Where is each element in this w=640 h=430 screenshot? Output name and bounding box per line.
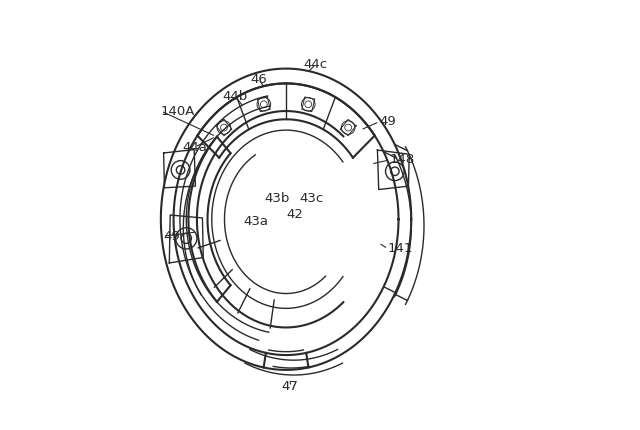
Text: 49: 49 [163, 230, 180, 243]
Text: 141: 141 [388, 243, 413, 255]
Text: 44a: 44a [182, 141, 207, 154]
Text: 43a: 43a [244, 215, 269, 228]
Text: 43b: 43b [265, 191, 291, 205]
Text: 47: 47 [282, 381, 299, 393]
Text: 46: 46 [250, 73, 267, 86]
Text: 49: 49 [380, 115, 396, 128]
Text: 44c: 44c [304, 58, 328, 71]
Text: 148: 148 [390, 154, 415, 166]
Text: 42: 42 [286, 209, 303, 221]
Text: 43c: 43c [300, 191, 324, 205]
Text: 44b: 44b [223, 90, 248, 103]
Text: 140A: 140A [161, 104, 195, 117]
